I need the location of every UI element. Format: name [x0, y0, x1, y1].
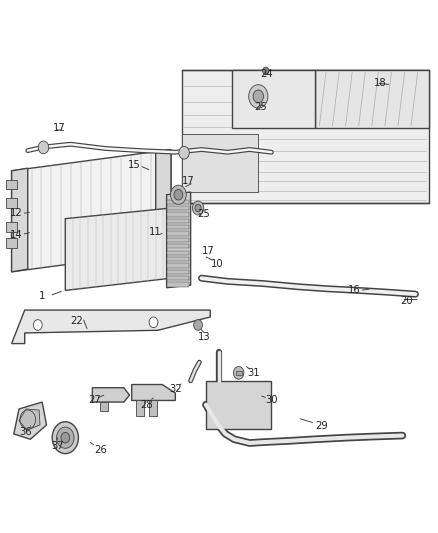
- Text: 1: 1: [39, 290, 46, 301]
- Bar: [167, 257, 189, 261]
- Polygon shape: [12, 150, 171, 272]
- Polygon shape: [12, 168, 28, 272]
- Polygon shape: [132, 384, 175, 400]
- Text: 30: 30: [265, 395, 278, 406]
- Bar: [167, 276, 189, 280]
- Text: 25: 25: [254, 102, 267, 112]
- Polygon shape: [206, 381, 272, 429]
- Bar: [167, 282, 189, 287]
- Text: 17: 17: [182, 176, 195, 187]
- Bar: [6, 180, 17, 189]
- Circle shape: [195, 204, 201, 212]
- Text: 11: 11: [149, 227, 162, 237]
- Bar: [167, 231, 189, 236]
- Text: 16: 16: [348, 286, 361, 295]
- Text: 15: 15: [127, 160, 140, 171]
- Polygon shape: [166, 192, 191, 288]
- Text: 20: 20: [400, 296, 413, 306]
- Text: 29: 29: [315, 421, 328, 431]
- Text: 27: 27: [88, 395, 101, 406]
- Polygon shape: [92, 387, 130, 402]
- Bar: [6, 222, 17, 232]
- Bar: [236, 370, 242, 375]
- Bar: [167, 251, 189, 255]
- Circle shape: [170, 185, 186, 204]
- Bar: [167, 238, 189, 242]
- Text: 31: 31: [247, 368, 260, 378]
- Circle shape: [263, 67, 269, 75]
- Bar: [167, 263, 189, 268]
- Text: 14: 14: [10, 230, 22, 240]
- Text: 36: 36: [20, 427, 32, 438]
- Text: 25: 25: [198, 209, 210, 220]
- Bar: [149, 400, 157, 416]
- Circle shape: [33, 320, 42, 330]
- Circle shape: [174, 189, 183, 200]
- Bar: [167, 199, 189, 204]
- Text: 22: 22: [71, 316, 84, 326]
- Bar: [167, 206, 189, 210]
- Circle shape: [233, 367, 244, 379]
- Circle shape: [149, 317, 158, 328]
- Polygon shape: [155, 150, 171, 253]
- Text: 28: 28: [141, 400, 153, 410]
- Bar: [167, 270, 189, 274]
- Polygon shape: [182, 70, 428, 203]
- Circle shape: [52, 422, 78, 454]
- Circle shape: [57, 427, 74, 448]
- Text: 17: 17: [53, 123, 66, 133]
- Bar: [167, 212, 189, 216]
- Text: 10: 10: [211, 259, 223, 269]
- Circle shape: [179, 147, 189, 159]
- Bar: [167, 219, 189, 223]
- Polygon shape: [182, 134, 258, 192]
- Bar: [136, 400, 144, 416]
- Text: 13: 13: [198, 332, 210, 342]
- Circle shape: [249, 85, 268, 108]
- Text: 12: 12: [10, 208, 22, 219]
- Text: 17: 17: [202, 246, 215, 255]
- Text: 37: 37: [51, 441, 64, 451]
- Polygon shape: [19, 409, 40, 430]
- Circle shape: [194, 320, 202, 330]
- Text: 26: 26: [95, 445, 107, 455]
- Polygon shape: [232, 70, 315, 128]
- Polygon shape: [65, 208, 171, 290]
- Bar: [6, 238, 17, 248]
- Text: 32: 32: [169, 384, 182, 394]
- Bar: [167, 225, 189, 229]
- Bar: [6, 198, 17, 208]
- Circle shape: [192, 201, 204, 215]
- Polygon shape: [12, 310, 210, 344]
- Circle shape: [38, 141, 49, 154]
- Polygon shape: [315, 70, 428, 128]
- Polygon shape: [14, 402, 46, 439]
- Bar: [100, 401, 108, 411]
- Circle shape: [61, 432, 70, 443]
- Text: 24: 24: [261, 69, 273, 79]
- Bar: [167, 244, 189, 248]
- Text: 18: 18: [374, 78, 387, 88]
- Circle shape: [253, 90, 264, 103]
